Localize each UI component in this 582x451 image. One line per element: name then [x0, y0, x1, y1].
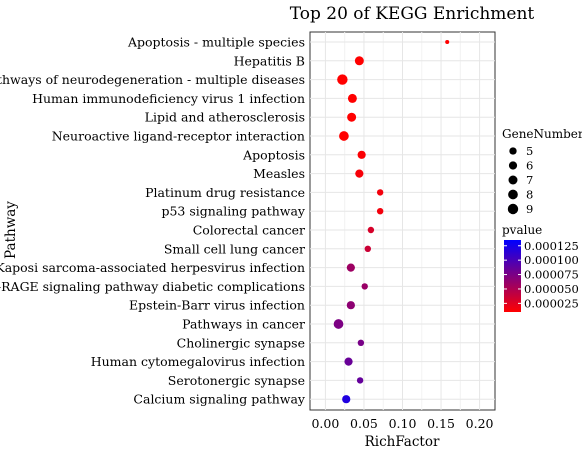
colorbar-label: 0.000100: [524, 253, 579, 267]
data-point: [376, 208, 384, 215]
x-tick-label: 0.05: [350, 416, 378, 431]
y-tick-label: Cholinergic synapse: [177, 335, 305, 350]
x-tick-label: 0.20: [466, 416, 494, 431]
data-point: [347, 112, 357, 122]
y-tick-label: Serotonergic synapse: [168, 373, 305, 388]
size-legend-dot: [509, 147, 517, 155]
y-axis-title: Pathway: [3, 201, 19, 259]
data-point: [355, 169, 364, 178]
y-tick-label: Lipid and atherosclerosis: [145, 110, 305, 125]
y-tick-label: Epstein-Barr virus infection: [129, 298, 305, 313]
x-tick-label: 0.15: [427, 416, 455, 431]
y-tick-label: Colorectal cancer: [193, 223, 305, 238]
data-point: [346, 263, 355, 272]
data-point: [333, 319, 344, 329]
size-legend-label: 8: [526, 188, 533, 202]
data-point: [344, 357, 353, 366]
data-points: [333, 39, 450, 404]
y-tick-label: Hepatitis B: [234, 53, 305, 68]
size-legend-label: 5: [526, 144, 533, 158]
y-tick-label: Kaposi sarcoma-associated herpesvirus in…: [0, 260, 305, 275]
data-point: [339, 131, 349, 141]
data-point: [361, 283, 368, 290]
data-point: [347, 93, 357, 103]
y-tick-label: Platinum drug resistance: [145, 185, 305, 200]
colorbar-label: 0.000050: [524, 282, 579, 296]
data-point: [354, 56, 364, 66]
size-legend-label: 9: [526, 202, 533, 216]
x-tick-label: 0.00: [311, 416, 339, 431]
data-point: [357, 150, 366, 159]
data-point: [356, 377, 364, 384]
data-point: [445, 39, 450, 45]
data-point: [364, 245, 372, 252]
pvalue-legend: pvalue 0.0001250.0001000.0000750.0000500…: [502, 223, 579, 312]
y-tick-label: Human cytomegalovirus infection: [91, 354, 305, 369]
data-point: [337, 74, 348, 85]
size-legend-label: 7: [526, 173, 533, 187]
data-point: [376, 189, 384, 196]
data-point: [342, 395, 351, 404]
y-tick-label: Apoptosis - multiple species: [127, 35, 305, 50]
y-tick-label: Pathways in cancer: [182, 317, 305, 332]
colorbar-label: 0.000125: [524, 239, 579, 253]
data-point: [346, 301, 355, 310]
size-legend-label: 6: [526, 159, 533, 173]
y-tick-label: p53 signaling pathway: [161, 204, 305, 219]
y-tick-label: Pathways of neurodegeneration - multiple…: [0, 72, 305, 87]
y-tick-label: Small cell lung cancer: [164, 241, 305, 256]
y-tick-label: Neuroactive ligand-receptor interaction: [52, 129, 305, 144]
pvalue-legend-title: pvalue: [502, 223, 542, 237]
pvalue-colorbar: [504, 240, 521, 312]
data-point: [357, 339, 365, 346]
gene-number-legend-title: GeneNumber: [502, 127, 582, 141]
x-tick-labels: 0.00 0.05 0.10 0.15 0.20: [311, 416, 493, 431]
y-tick-label: Calcium signaling pathway: [133, 392, 306, 407]
x-tick-label: 0.10: [389, 416, 417, 431]
y-tick-labels: Apoptosis - multiple species Hepatitis B P…: [0, 35, 306, 407]
size-legend-dot: [508, 189, 518, 200]
data-point: [367, 226, 375, 234]
colorbar-label: 0.000075: [524, 268, 579, 282]
size-legend-dot: [507, 203, 519, 215]
x-axis-title: RichFactor: [365, 434, 440, 450]
chart-title: Top 20 of KEGG Enrichment: [290, 4, 535, 24]
y-tick-label: Apoptosis: [242, 147, 305, 162]
y-tick-label: Human immunodeficiency virus 1 infection: [32, 91, 305, 106]
size-legend-dot: [508, 161, 518, 170]
size-legend-dot: [508, 175, 518, 185]
y-tick-label: Measles: [253, 166, 305, 181]
grid-lines: [310, 32, 495, 410]
colorbar-label: 0.000025: [524, 296, 579, 310]
y-tick-label: AGE-RAGE signaling pathway diabetic comp…: [0, 279, 305, 294]
